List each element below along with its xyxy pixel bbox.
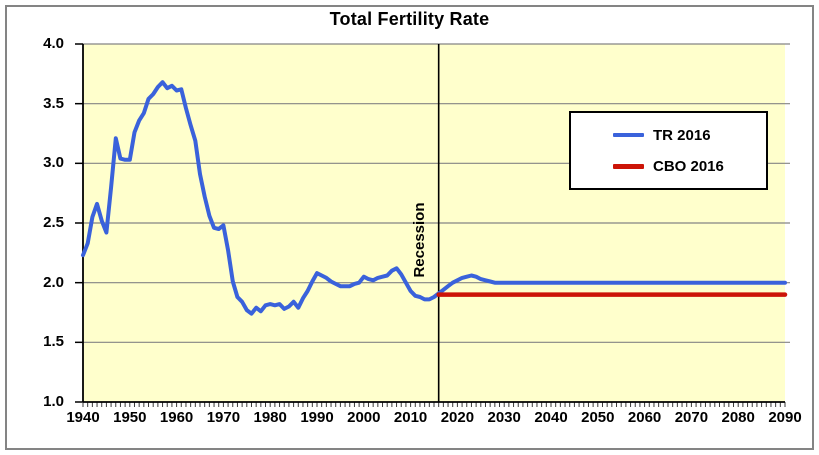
x-tick-label: 2050 [581, 409, 615, 426]
x-tick-label: 2060 [627, 409, 662, 426]
x-tick-label: 1940 [66, 409, 100, 426]
chart-title: Total Fertility Rate [329, 9, 490, 29]
tr-2016-line [81, 80, 787, 316]
x-tick-label: 2070 [674, 409, 709, 426]
legend-item-tr-2016: TR 2016 [613, 127, 766, 144]
y-tick-label: 3.5 [43, 94, 64, 112]
legend-item-cbo-2016: CBO 2016 [613, 158, 766, 175]
tr-2016-line-swatch [613, 133, 644, 137]
x-tick-label: 1950 [113, 409, 147, 426]
cbo-2016-line-swatch [613, 163, 644, 169]
y-tick-label: 2.0 [43, 273, 64, 291]
x-tick-label: 1970 [206, 409, 241, 426]
x-tick-label: 2030 [487, 409, 521, 426]
x-tick-label: 2090 [768, 409, 802, 426]
x-tick-label: 1980 [253, 409, 287, 426]
legend-label-tr-2016: TR 2016 [653, 126, 711, 144]
y-tick-label: 2.5 [43, 214, 64, 231]
x-tick-label: 1990 [300, 409, 334, 426]
x-tick-label: 2080 [721, 409, 755, 426]
y-tick-label: 3.0 [43, 154, 64, 172]
x-tick-label: 2020 [440, 409, 475, 426]
y-tick-label: 1.0 [43, 393, 64, 410]
y-tick-label: 4.0 [43, 35, 64, 52]
y-tick-label: 1.5 [43, 333, 64, 351]
x-tick-label: 2010 [393, 409, 428, 426]
x-tick-label: 1960 [159, 409, 194, 426]
x-tick-label: 2040 [534, 409, 568, 426]
legend: TR 2016 CBO 2016 [569, 111, 768, 190]
x-tick-label: 2000 [347, 409, 381, 426]
recession-annotation-label: Recession [411, 202, 428, 278]
legend-label-cbo-2016: CBO 2016 [653, 157, 724, 175]
